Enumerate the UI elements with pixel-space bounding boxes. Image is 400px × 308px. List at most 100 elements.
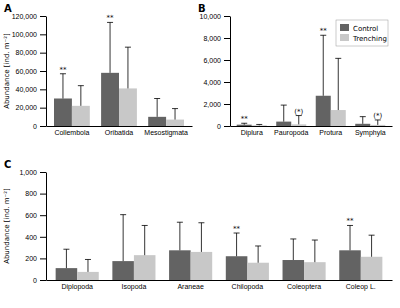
bar: [226, 256, 248, 280]
bar: [355, 124, 370, 126]
y-tick-label: 20,000: [16, 104, 38, 111]
y-tick-label: 4,000: [203, 79, 221, 86]
y-tick: 0: [217, 123, 230, 130]
series: [54, 22, 166, 126]
bar: [191, 252, 213, 280]
y-tick-label: 0: [217, 123, 221, 130]
panel: 02,0004,0006,0008,00010,000DipluraPaurop…: [200, 13, 393, 137]
error-bar: [241, 123, 247, 124]
significance-label: **: [107, 14, 115, 22]
y-axis-title: Abundance [ind. m⁻²]: [3, 33, 11, 109]
x-tick: Isopoda: [121, 283, 146, 291]
y-tick-line: [224, 16, 230, 17]
bar: [283, 260, 305, 280]
plot-marks: [54, 22, 184, 126]
x-axis: DipluraPauropodaProturaSymphyla: [231, 127, 393, 137]
panel-label: C: [4, 159, 11, 170]
error-bar: [154, 99, 160, 117]
x-tick: Collembola: [54, 129, 89, 136]
y-tick-line: [40, 237, 46, 238]
error-bar: [335, 58, 341, 110]
bar: [247, 263, 269, 280]
x-axis-line: [47, 126, 193, 127]
y-tick: 400: [25, 234, 46, 241]
x-axis-line: [47, 280, 393, 281]
series: [77, 223, 382, 280]
y-tick-label: 1,000: [19, 169, 37, 176]
y-tick: 80,000: [16, 49, 46, 56]
significance-label: **: [233, 225, 241, 233]
y-tick-label: 60,000: [16, 68, 38, 75]
x-tick: Coleop L.: [346, 283, 376, 291]
significance-label: **: [347, 217, 355, 225]
bar: [370, 125, 385, 126]
significance-label: (*): [373, 112, 382, 120]
bar: [252, 125, 267, 126]
y-tick-line: [224, 104, 230, 105]
y-axis-title: Abundance [ind. m⁻²]: [3, 188, 11, 264]
y-tick: 120,000: [12, 13, 46, 20]
error-bar: [125, 47, 131, 88]
x-tick-label: Mesostigmata: [144, 129, 188, 137]
bar: [119, 88, 137, 126]
y-tick-label: 0: [33, 277, 37, 284]
y-tick-label: 40,000: [16, 86, 38, 93]
significance-label: **: [320, 27, 328, 35]
x-tick-label: Diplura: [241, 129, 263, 137]
y-tick-line: [224, 126, 230, 127]
x-tick: Diplopoda: [61, 283, 93, 291]
x-tick: Protura: [319, 129, 342, 136]
y-tick-label: 800: [25, 190, 37, 197]
y-tick: 200: [25, 255, 46, 262]
x-tick-label: Oribatida: [105, 129, 134, 136]
x-tick: Oribatida: [105, 129, 134, 136]
y-tick-line: [40, 71, 46, 72]
y-tick: 1,000: [19, 169, 46, 176]
error-bar: [142, 225, 148, 255]
error-bar: [296, 116, 302, 125]
y-tick: 6,000: [203, 57, 230, 64]
error-bar: [281, 105, 287, 122]
error-bar: [312, 240, 318, 262]
x-axis: Collembola Oribatida Mesostigmata: [47, 127, 193, 137]
error-bar: [60, 74, 66, 99]
bar: [72, 106, 90, 126]
x-tick: Araneae: [177, 283, 204, 290]
y-tick: 4,000: [203, 79, 230, 86]
legend: ControlTrenching: [336, 20, 388, 46]
y-tick: 20,000: [16, 104, 46, 111]
error-bar: [255, 246, 261, 263]
y-axis-line: [46, 173, 47, 281]
y-tick-label: 80,000: [16, 49, 38, 56]
y-tick: 800: [25, 190, 46, 197]
y-tick: 0: [33, 123, 46, 130]
x-tick: Pauropoda: [274, 129, 308, 137]
significance-label: **: [59, 66, 66, 74]
x-tick-label: Protura: [319, 129, 342, 136]
x-tick-label: Coleop L.: [346, 283, 376, 291]
x-tick: Diplura: [241, 129, 263, 137]
y-tick: 2,000: [203, 101, 230, 108]
plot-marks: [237, 35, 386, 126]
x-tick: Chilopoda: [232, 283, 264, 291]
annotations: ** **: [59, 14, 114, 73]
y-tick-label: 8,000: [203, 35, 221, 42]
bar: [237, 125, 252, 126]
error-bar: [85, 259, 91, 271]
error-bar: [172, 109, 178, 120]
y-tick-line: [40, 215, 46, 216]
panel-label: A: [4, 3, 12, 14]
x-axis-line: [231, 126, 393, 127]
y-tick-line: [40, 280, 46, 281]
bar: [339, 250, 361, 280]
x-tick-label: Diplopoda: [61, 283, 93, 291]
error-bar: [256, 124, 262, 126]
y-tick-label: 200: [25, 255, 37, 262]
y-axis: 02,0004,0006,0008,00010,000: [200, 13, 231, 130]
y-tick-line: [40, 172, 46, 173]
bar: [331, 110, 346, 126]
x-tick-label: Isopoda: [121, 283, 146, 291]
bar: [291, 124, 306, 126]
y-tick-line: [40, 126, 46, 127]
y-tick-line: [40, 258, 46, 259]
